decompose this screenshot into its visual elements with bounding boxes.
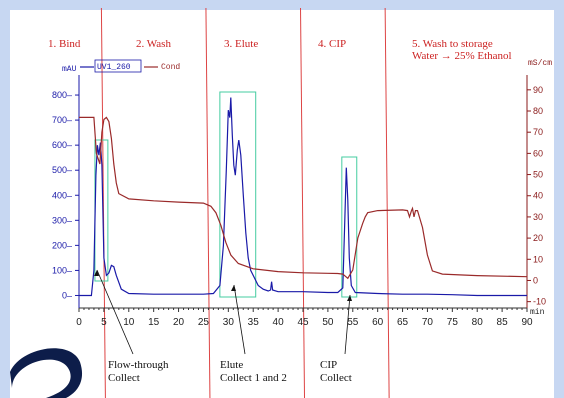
series-line-uv1_260 bbox=[79, 97, 527, 297]
x-tick-label: 70 bbox=[422, 317, 434, 328]
y-right-tick-label: -10 bbox=[533, 297, 546, 307]
x-tick-label: 85 bbox=[497, 317, 509, 328]
x-axis-unit-label: min bbox=[530, 308, 545, 317]
y-right-unit-label: mS/cm bbox=[528, 59, 552, 68]
slide-border-left bbox=[0, 0, 10, 398]
phase-label: Water → 25% Ethanol bbox=[412, 50, 512, 62]
x-tick-label: 10 bbox=[123, 317, 135, 328]
phase-label: 4. CIP bbox=[318, 38, 346, 50]
legend-box-uv bbox=[94, 59, 142, 73]
legend-label-uv: UV1_260 bbox=[97, 63, 131, 72]
x-tick-label: 65 bbox=[397, 317, 409, 328]
x-tick-label: 5 bbox=[101, 317, 107, 328]
phase-label: 3. Elute bbox=[224, 38, 258, 50]
legend-label-cond: Cond bbox=[161, 63, 180, 72]
annotation-label: Elute bbox=[220, 359, 243, 371]
annotation-label: Flow-through bbox=[108, 359, 169, 371]
phase-boundary-line bbox=[100, 7, 106, 398]
y-left-tick-label: 700– bbox=[52, 115, 72, 125]
y-left-unit-label: mAU bbox=[62, 65, 77, 74]
y-left-tick-label: 0– bbox=[62, 290, 72, 300]
y-left-tick-label: 800– bbox=[52, 90, 72, 100]
y-right-tick-label: 50 bbox=[533, 170, 543, 180]
x-tick-label: 15 bbox=[148, 317, 160, 328]
annotation-pointer bbox=[344, 294, 351, 355]
y-right-tick-label: 40 bbox=[533, 191, 543, 201]
phase-label: 1. Bind bbox=[48, 38, 81, 50]
x-tick-label: 20 bbox=[173, 317, 185, 328]
annotation-arrowhead bbox=[231, 285, 236, 291]
x-tick-label: 40 bbox=[273, 317, 285, 328]
phase-label: 2. Wash bbox=[136, 38, 171, 50]
x-tick-label: 50 bbox=[322, 317, 334, 328]
phase-boundary-line bbox=[205, 7, 211, 398]
annotation-label: CIP bbox=[320, 359, 337, 371]
slide-border-right bbox=[554, 0, 564, 398]
phase-label: 5. Wash to storage bbox=[412, 38, 493, 50]
y-right-tick-label: 70 bbox=[533, 127, 543, 137]
annotation-pointer bbox=[233, 284, 246, 355]
y-right-tick-label: 0 bbox=[533, 275, 538, 285]
decorative-question-arc bbox=[10, 348, 83, 398]
y-right-tick-label: 60 bbox=[533, 148, 543, 158]
phase-boundary-line bbox=[384, 7, 390, 398]
y-left-tick-label: 500– bbox=[52, 165, 72, 175]
y-left-tick-label: 200– bbox=[52, 240, 72, 250]
y-left-tick-label: 400– bbox=[52, 190, 72, 200]
y-left-tick-label: 600– bbox=[52, 140, 72, 150]
y-right-tick-label: 10 bbox=[533, 254, 543, 264]
y-left-tick-label: 100– bbox=[52, 265, 72, 275]
x-tick-label: 80 bbox=[472, 317, 484, 328]
series-line-cond bbox=[79, 116, 528, 280]
y-right-tick-label: 30 bbox=[533, 212, 543, 222]
y-right-tick-label: 20 bbox=[533, 233, 543, 243]
x-tick-label: 0 bbox=[76, 317, 82, 328]
x-tick-label: 45 bbox=[297, 317, 309, 328]
x-tick-label: 55 bbox=[347, 317, 359, 328]
y-right-tick-label: 80 bbox=[533, 106, 543, 116]
x-tick-label: 60 bbox=[372, 317, 384, 328]
x-tick-label: 30 bbox=[223, 317, 235, 328]
slide-border-top bbox=[0, 0, 564, 10]
annotation-label: Collect bbox=[320, 372, 352, 384]
y-left-tick-label: 300– bbox=[52, 215, 72, 225]
x-tick-label: 90 bbox=[521, 317, 533, 328]
annotation-pointer bbox=[96, 269, 134, 355]
collect-window-box bbox=[219, 91, 257, 298]
annotation-arrowhead bbox=[347, 295, 352, 301]
annotation-arrowhead bbox=[94, 270, 99, 276]
phase-boundary-line bbox=[300, 7, 306, 398]
annotation-label: Collect bbox=[108, 372, 140, 384]
y-right-tick-label: 90 bbox=[533, 85, 543, 95]
annotation-label: Collect 1 and 2 bbox=[220, 372, 287, 384]
x-tick-label: 35 bbox=[248, 317, 260, 328]
x-tick-label: 75 bbox=[447, 317, 459, 328]
x-tick-label: 25 bbox=[198, 317, 210, 328]
